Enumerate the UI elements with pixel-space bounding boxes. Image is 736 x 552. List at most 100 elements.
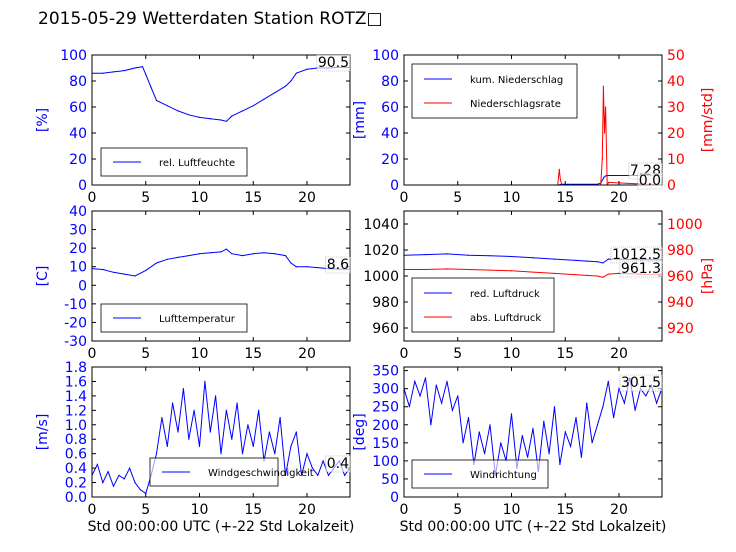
- pressure-series-1-point: [489, 269, 491, 271]
- wind-speed-ytick-label: 0.4: [65, 461, 87, 477]
- wind-direction-series-0-point: [548, 453, 550, 455]
- temperature-series-0-point: [220, 251, 222, 253]
- pressure-series-1-point: [586, 274, 588, 276]
- wind-speed-series-0-point: [102, 482, 104, 484]
- humidity-xtick-label: 10: [191, 190, 209, 206]
- wind-direction-annotation: 301.5: [621, 375, 661, 391]
- wind-direction-series-0-point: [580, 456, 583, 458]
- pressure-series-0-point: [596, 261, 599, 263]
- wind-speed-series-0-point: [209, 431, 211, 433]
- wind-direction-series-0-point: [613, 417, 615, 419]
- precipitation-y2tick-label: 40: [667, 74, 685, 90]
- wind-direction-series-0-point: [543, 420, 545, 422]
- wind-direction-series-0-point: [500, 442, 502, 444]
- humidity-series-0-point: [306, 68, 308, 70]
- humidity-series-0-point: [188, 114, 190, 116]
- pressure-legend-label: red. Luftdruck: [470, 289, 540, 300]
- pressure-series-1-point: [446, 268, 448, 270]
- temperature-series-0-point: [263, 252, 265, 254]
- temperature-series-0-point: [225, 248, 227, 250]
- precipitation-frame: [403, 54, 663, 186]
- humidity-series-0-point: [241, 110, 244, 112]
- pressure-legend-box: [411, 277, 555, 333]
- wind-speed-series-0-point: [327, 474, 330, 476]
- wind-direction-series-0-point: [435, 384, 437, 386]
- temperature-ytick-label: 30: [69, 223, 87, 239]
- wind-speed-series-0-point: [322, 460, 324, 462]
- figure-title: 2015-05-29 Wetterdaten Station ROTZ□: [38, 9, 383, 29]
- wind-direction-series-0-point: [408, 406, 410, 408]
- wind-speed-series-0-point: [344, 474, 346, 476]
- wind-speed-series-0-point: [231, 438, 233, 440]
- temperature-series-0-point: [295, 266, 297, 268]
- wind-speed-series-0-point: [252, 445, 254, 447]
- wind-direction-frame: [403, 366, 663, 498]
- precipitation-legend-box: [411, 63, 578, 119]
- wind-speed-series-0-point: [204, 380, 206, 382]
- wind-direction-series-0-point: [618, 388, 620, 390]
- wind-speed-series-0-point: [129, 467, 131, 469]
- wind-direction-series-0-point: [424, 377, 427, 379]
- humidity-series-0-point: [134, 67, 136, 69]
- wind-direction-series-0-point: [656, 402, 658, 404]
- precipitation-xtick-label: 10: [503, 190, 521, 206]
- humidity-series-0-point: [295, 72, 297, 74]
- wind-speed-series-0-point: [268, 431, 270, 433]
- precipitation-series-0-point: [607, 174, 609, 177]
- humidity-legend-label: rel. Luftfeuchte: [159, 158, 235, 169]
- pressure-series-0-point: [467, 254, 470, 256]
- wind-direction-series-0-point: [419, 395, 421, 397]
- wind-speed-ylabel: [m/s]: [35, 414, 51, 451]
- pressure-legend-label: abs. Luftdruck: [470, 313, 541, 324]
- wind-direction-ytick-label: 200: [372, 418, 399, 434]
- temperature-series-0-point: [209, 252, 211, 254]
- pressure-xtick-label: 20: [610, 346, 628, 362]
- wind-direction-xlabel: Std 00:00:00 UTC (+-22 Std Lokalzeit): [400, 519, 667, 535]
- wind-speed-series-0-point: [107, 471, 109, 473]
- temperature-ytick-label: 20: [69, 241, 87, 257]
- wind-speed-ytick-label: 0.2: [65, 476, 87, 492]
- wind-direction-series-0-point: [478, 431, 480, 433]
- wind-direction-ytick-label: 100: [372, 454, 399, 470]
- precipitation-ytick-label: 20: [381, 152, 399, 168]
- pressure-series-1-point: [575, 274, 577, 276]
- pressure-y2tick-label: 940: [667, 295, 694, 311]
- temperature-series-0-point: [290, 262, 292, 264]
- pressure-series-0-point: [575, 259, 577, 261]
- pressure-y2tick-label: 980: [667, 243, 694, 259]
- humidity-ytick-label: 100: [60, 48, 87, 64]
- precipitation-annotation-box: [637, 172, 663, 190]
- temperature-series-0-point: [102, 268, 104, 271]
- wind-speed-ytick-label: 1.0: [65, 418, 87, 434]
- pressure-series-0-point: [489, 255, 491, 257]
- wind-direction-series-0-point: [591, 442, 593, 444]
- humidity-ytick-label: 40: [69, 126, 87, 142]
- wind-speed-xtick-label: 10: [191, 502, 209, 518]
- pressure-ytick-label: 960: [372, 321, 399, 337]
- precipitation-series-1-point: [601, 158, 603, 160]
- wind-speed-annotation: 0.4: [327, 456, 349, 472]
- temperature-series-0-point: [241, 255, 244, 257]
- wind-direction-series-0-point: [451, 409, 453, 411]
- wind-speed-xtick-label: 15: [244, 502, 262, 518]
- wind-speed-series-0-point: [161, 417, 163, 419]
- wind-speed-plot: [92, 380, 350, 495]
- humidity-series-0-point: [102, 72, 104, 74]
- pressure-ytick-label: 1040: [363, 217, 399, 233]
- wind-direction-series-0-point: [532, 427, 534, 429]
- temperature-series-0-point: [284, 255, 287, 257]
- wind-speed-series-0-point: [96, 463, 98, 466]
- wind-speed-ytick-label: 0.6: [65, 447, 87, 463]
- wind-direction-series-0-point: [430, 424, 432, 426]
- precipitation-series-0-point: [603, 176, 605, 178]
- precipitation-y2tick-label: 30: [667, 100, 685, 116]
- humidity-xtick-label: 20: [298, 190, 316, 206]
- humidity-ytick-label: 60: [69, 100, 87, 116]
- pressure-series-1-point: [602, 276, 604, 278]
- wind-speed-series-0-point: [134, 482, 136, 484]
- temperature-legend-label: Lufttemperatur: [159, 314, 236, 325]
- humidity-series-0-point: [231, 115, 233, 117]
- pressure-series-0-point: [602, 262, 604, 264]
- temperature-xtick-label: 0: [88, 346, 97, 362]
- wind-speed-series-0-point: [225, 409, 227, 411]
